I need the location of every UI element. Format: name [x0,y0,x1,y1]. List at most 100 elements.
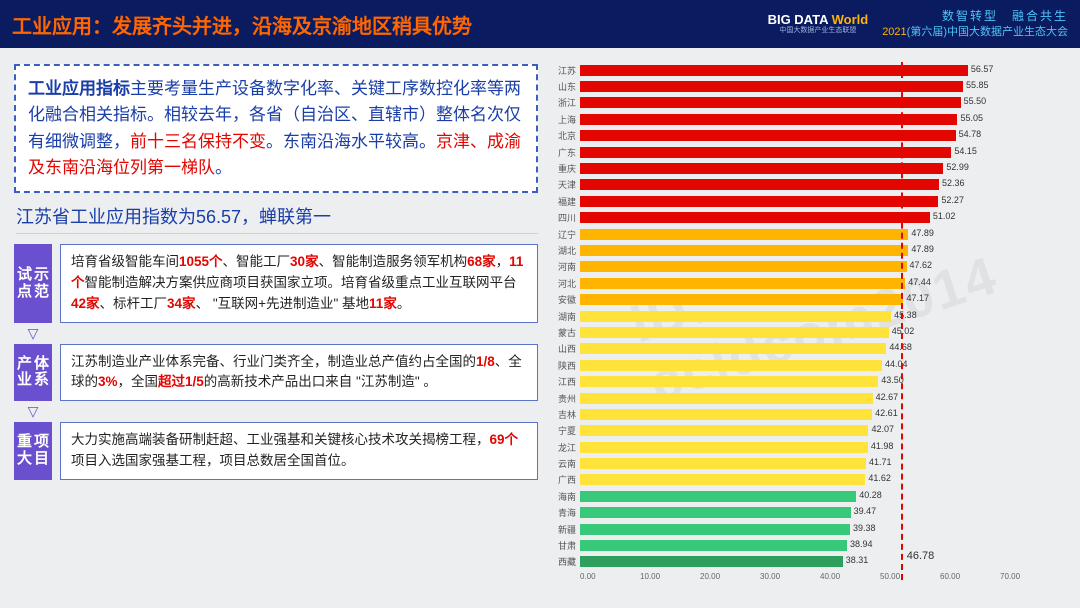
logo-sub: 中国大数据产业生态联盟 [768,27,869,35]
bar-value: 38.94 [847,539,873,549]
section-tag: 重大项目 [14,422,52,480]
bar-track: 41.62 [580,474,1060,485]
bar-row: 北京54.78 [552,128,1060,144]
bar-label: 重庆 [552,162,580,175]
bar-fill: 54.78 [580,130,956,141]
header-bar: 工业应用：发展齐头并进，沿海及京渝地区稍具优势 BIG DATA World 中… [0,0,1080,48]
bar-fill: 52.99 [580,163,943,174]
bar-fill: 39.47 [580,507,851,518]
bar-row: 浙江55.50 [552,95,1060,111]
bar-row: 四川51.02 [552,210,1060,226]
bar-label: 贵州 [552,392,580,405]
bar-track: 39.38 [580,524,1060,535]
bar-track: 56.57 [580,65,1060,76]
bar-track: 55.85 [580,81,1060,92]
bar-track: 43.50 [580,376,1060,387]
bar-track: 55.50 [580,97,1060,108]
bar-track: 39.47 [580,507,1060,518]
bar-row: 甘肃 38.94 [552,537,1060,553]
left-column: 工业应用指标主要考量生产设备数字化率、关键工序数控化率等两化融合相关指标。相较去… [0,48,548,608]
bar-fill: 56.57 [580,65,968,76]
bar-label: 青海 [552,506,580,519]
bar-value: 42.67 [873,392,899,402]
bar-fill: 41.62 [580,474,865,485]
intro-box: 工业应用指标主要考量生产设备数字化率、关键工序数控化率等两化融合相关指标。相较去… [14,64,538,193]
bar-row: 龙江41.98 [552,439,1060,455]
bar-label: 江苏 [552,64,580,77]
bar-row: 上海55.05 [552,111,1060,127]
bar-fill: 38.31 [580,556,843,567]
bar-row: 江苏56.57 [552,62,1060,78]
average-label: 46.78 [907,550,935,562]
bar-value: 41.62 [865,473,891,483]
bar-track: 54.15 [580,147,1060,158]
down-arrow-icon: ▽ [14,407,52,415]
bar-fill: 40.28 [580,491,856,502]
bar-row: 江西43.50 [552,373,1060,389]
logo-main: BIG DATA World [768,13,869,27]
bar-value: 38.31 [843,555,869,565]
bar-label: 蒙古 [552,326,580,339]
bar-fill: 41.71 [580,458,866,469]
bar-value: 42.07 [868,424,894,434]
bar-value: 44.04 [882,359,908,369]
bar-label: 浙江 [552,96,580,109]
content-area: 工业应用指标主要考量生产设备数字化率、关键工序数控化率等两化融合相关指标。相较去… [0,48,1080,608]
bar-track: 42.07 [580,425,1060,436]
sections-list: 试点示范培育省级智能车间1055个、智能工厂30家、智能制造服务领军机构68家，… [14,244,538,479]
bar-value: 55.05 [957,113,983,123]
bar-fill: 39.38 [580,524,850,535]
subhead: 江苏省工业应用指数为56.57，蝉联第一 [16,203,538,234]
section-body: 江苏制造业产业体系完备、行业门类齐全，制造业总产值约占全国的1/8、全球的3%，… [60,344,538,402]
bar-track: 55.05 [580,114,1060,125]
bar-label: 宁夏 [552,424,580,437]
conf-line1: 数智转型 融合共生 [882,9,1068,25]
bar-track: 41.98 [580,442,1060,453]
bar-row: 天津52.36 [552,177,1060,193]
x-axis: 0.0010.0020.0030.0040.0050.0060.0070.00 [580,572,1060,581]
bar-fill: 47.17 [580,294,903,305]
bar-track: 47.89 [580,229,1060,240]
conf-line2: 2021(第六届)中国大数据产业生态大会 [882,25,1068,39]
section-row: 试点示范培育省级智能车间1055个、智能工厂30家、智能制造服务领军机构68家，… [14,244,538,323]
bar-fill: 45.38 [580,311,891,322]
bar-fill: 42.67 [580,393,873,404]
bar-label: 新疆 [552,523,580,536]
bar-row: 宁夏 42.07 [552,423,1060,439]
bar-fill: 47.89 [580,245,908,256]
bar-label: 广东 [552,146,580,159]
bar-track: 47.17 [580,294,1060,305]
bar-row: 青海39.47 [552,505,1060,521]
bar-label: 北京 [552,129,580,142]
bar-row: 山西44.68 [552,341,1060,357]
bar-label: 甘肃 [552,539,580,552]
bar-track: 52.36 [580,179,1060,190]
bar-track: 44.68 [580,343,1060,354]
bar-label: 天津 [552,178,580,191]
bar-track: 52.27 [580,196,1060,207]
bar-fill: 47.89 [580,229,908,240]
bar-track: 47.62 [580,261,1060,272]
bar-fill: 45.02 [580,327,889,338]
bar-value: 42.61 [872,408,898,418]
bar-fill: 44.68 [580,343,886,354]
bar-row: 安徽47.17 [552,291,1060,307]
bar-row: 西藏38.31 [552,554,1060,570]
section-body: 大力实施高端装备研制赶超、工业强基和关键核心技术攻关揭榜工程，69个项目入选国家… [60,422,538,480]
bar-value: 40.28 [856,490,882,500]
bar-fill: 44.04 [580,360,882,371]
bar-value: 47.17 [903,293,929,303]
bar-label: 江西 [552,375,580,388]
bar-fill: 47.44 [580,278,905,289]
bar-value: 54.15 [951,146,977,156]
bar-track: 40.28 [580,491,1060,502]
bar-label: 西藏 [552,555,580,568]
bar-value: 55.85 [963,80,989,90]
bar-label: 吉林 [552,408,580,421]
bar-row: 蒙古45.02 [552,324,1060,340]
bar-row: 广西41.62 [552,472,1060,488]
bar-fill: 42.61 [580,409,872,420]
bar-value: 39.47 [851,506,877,516]
average-line [901,62,903,580]
bar-track: 44.04 [580,360,1060,371]
